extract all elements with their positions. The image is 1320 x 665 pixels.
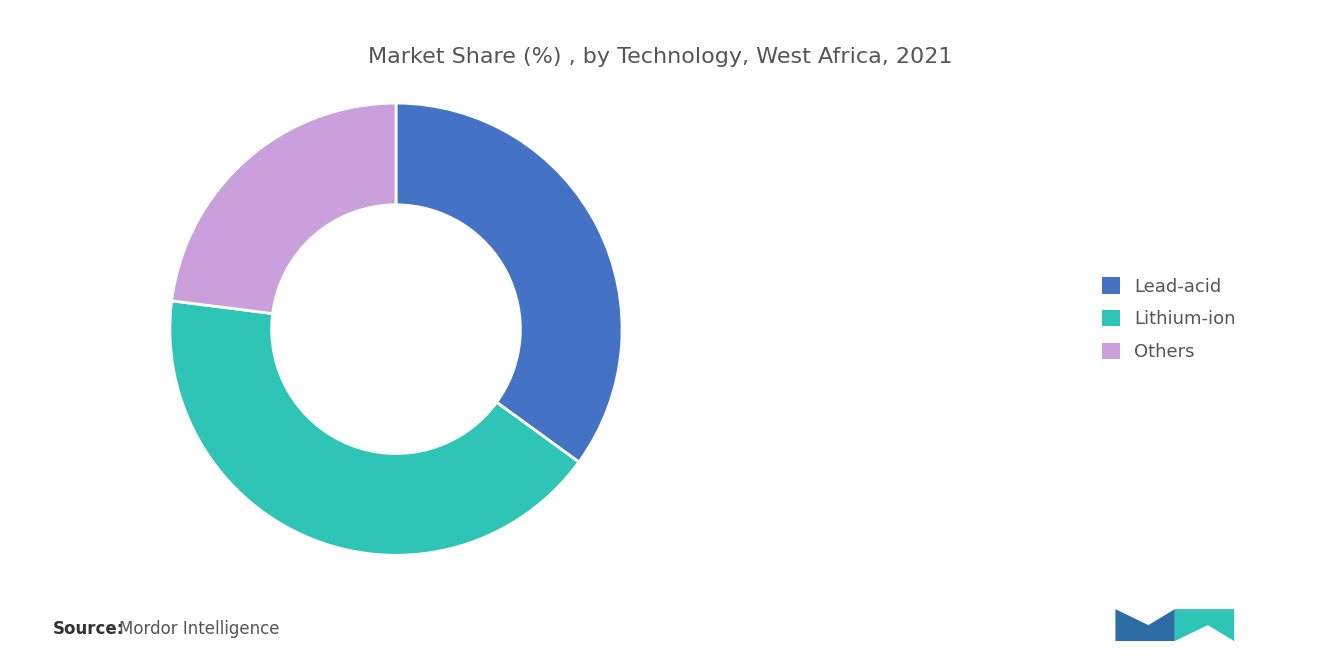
Wedge shape	[172, 103, 396, 314]
Polygon shape	[1115, 609, 1175, 641]
Wedge shape	[170, 301, 579, 555]
Text: Mordor Intelligence: Mordor Intelligence	[119, 620, 280, 638]
Text: Market Share (%) , by Technology, West Africa, 2021: Market Share (%) , by Technology, West A…	[368, 47, 952, 66]
Wedge shape	[396, 103, 622, 462]
Text: Source:: Source:	[53, 620, 124, 638]
Legend: Lead-acid, Lithium-ion, Others: Lead-acid, Lithium-ion, Others	[1093, 269, 1245, 370]
Polygon shape	[1175, 609, 1234, 641]
